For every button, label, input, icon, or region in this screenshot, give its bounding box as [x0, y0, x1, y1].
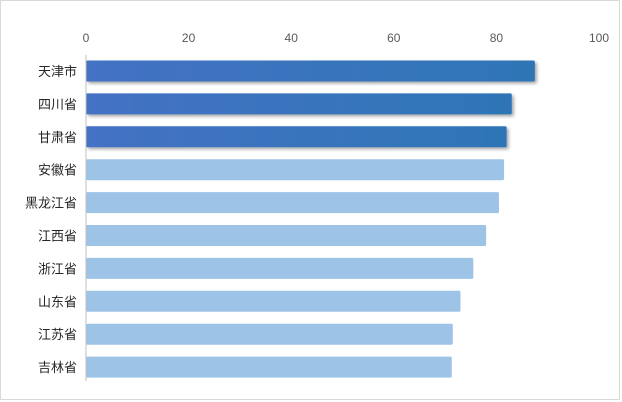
x-tick-label: 40: [285, 31, 299, 45]
x-tick-label: 100: [589, 31, 609, 45]
bar-8: [86, 323, 453, 345]
x-axis-ticks: 0 20 40 60 80 100: [83, 31, 610, 45]
category-label: 天津市: [38, 64, 77, 80]
bar-1: [86, 93, 512, 115]
category-label: 江苏省: [38, 327, 77, 343]
bar-0: [86, 60, 535, 82]
bar-7: [86, 290, 461, 312]
bars: [86, 60, 535, 378]
category-label: 吉林省: [38, 361, 77, 376]
bar-9: [86, 356, 452, 378]
x-tick-label: 20: [182, 31, 196, 45]
category-label: 黑龙江省: [25, 197, 77, 212]
bar-5: [86, 225, 487, 246]
x-tick-label: 60: [387, 31, 401, 45]
category-label: 四川省: [38, 98, 77, 113]
bar-3: [86, 159, 505, 181]
bar-2: [86, 126, 507, 148]
x-tick-label: 80: [490, 31, 504, 45]
bar-6: [86, 257, 474, 279]
category-label: 江西省: [38, 230, 77, 245]
bar-4: [86, 192, 499, 214]
category-label: 安徽省: [38, 164, 77, 179]
category-label: 浙江省: [38, 262, 77, 277]
category-label: 甘肃省: [38, 131, 77, 146]
category-label: 山东省: [38, 295, 77, 310]
x-tick-label: 0: [83, 31, 90, 45]
